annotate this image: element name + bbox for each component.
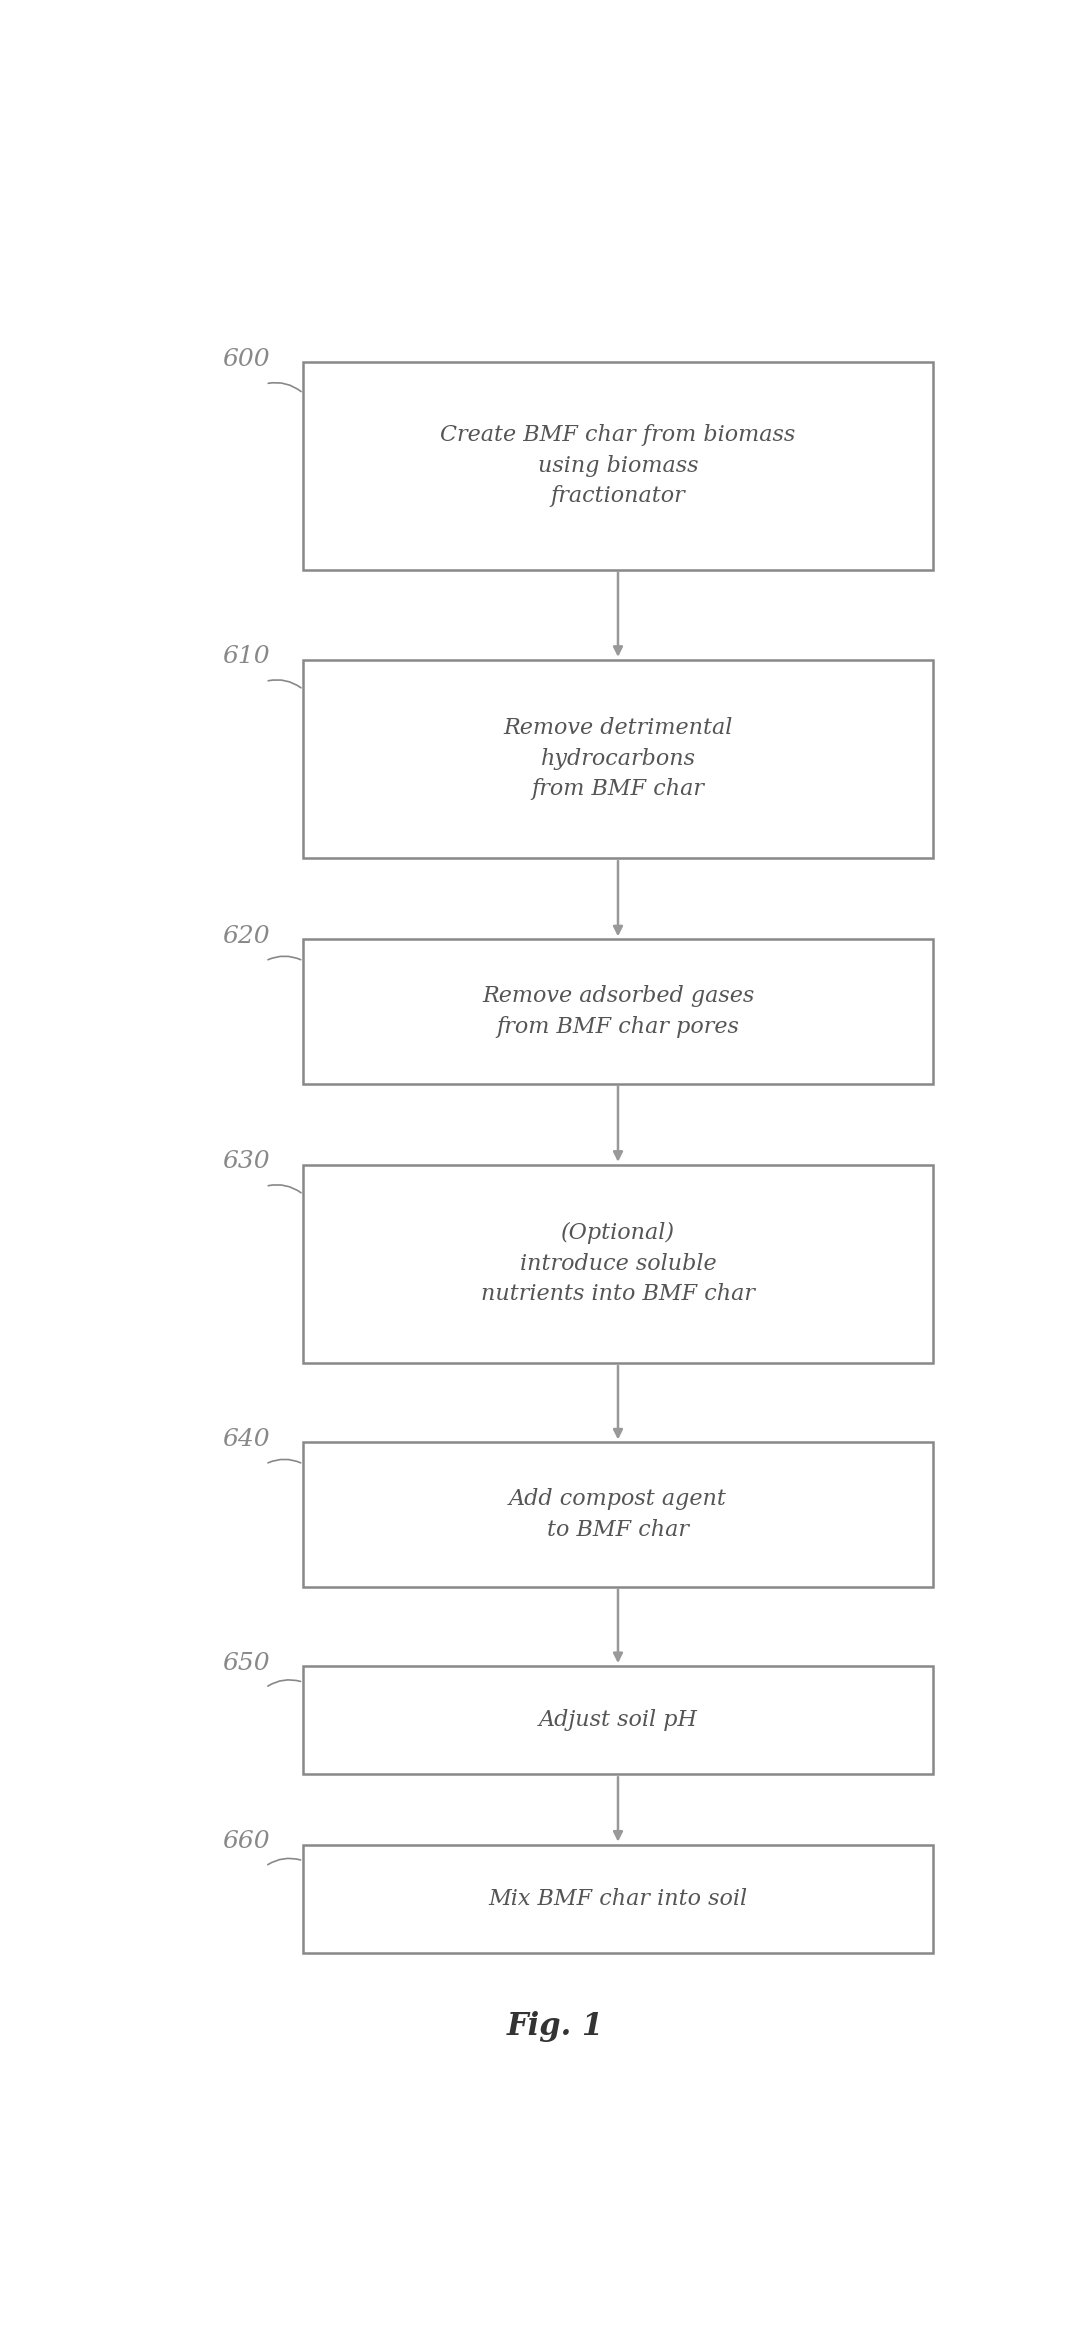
Text: 660: 660: [222, 1829, 270, 1853]
Text: Add compost agent
to BMF char: Add compost agent to BMF char: [509, 1487, 727, 1541]
Text: Adjust soil pH: Adjust soil pH: [538, 1710, 697, 1731]
Text: 630: 630: [222, 1150, 270, 1173]
Bar: [303, 363, 932, 569]
Bar: [303, 1164, 932, 1363]
Text: Create BMF char from biomass
using biomass
fractionator: Create BMF char from biomass using bioma…: [441, 424, 796, 508]
Text: 600: 600: [222, 347, 270, 370]
Bar: [303, 1443, 932, 1586]
Text: Remove adsorbed gases
from BMF char pores: Remove adsorbed gases from BMF char pore…: [482, 986, 754, 1038]
FancyArrowPatch shape: [269, 382, 301, 391]
FancyArrowPatch shape: [269, 679, 301, 689]
Text: 650: 650: [222, 1651, 270, 1675]
Text: Remove detrimental
hydrocarbons
from BMF char: Remove detrimental hydrocarbons from BMF…: [504, 717, 733, 801]
Bar: [303, 660, 932, 857]
Text: 610: 610: [222, 646, 270, 667]
FancyArrowPatch shape: [269, 1185, 301, 1192]
Text: 620: 620: [222, 925, 270, 949]
FancyArrowPatch shape: [268, 1857, 301, 1864]
FancyArrowPatch shape: [268, 1679, 301, 1686]
Text: Fig. 1: Fig. 1: [507, 2012, 603, 2042]
Text: Mix BMF char into soil: Mix BMF char into soil: [488, 1888, 747, 1909]
Bar: [303, 1845, 932, 1953]
FancyArrowPatch shape: [268, 1459, 301, 1464]
Text: 640: 640: [222, 1429, 270, 1452]
Text: (Optional)
introduce soluble
nutrients into BMF char: (Optional) introduce soluble nutrients i…: [481, 1223, 755, 1304]
FancyArrowPatch shape: [268, 956, 301, 960]
Bar: [303, 1665, 932, 1775]
Bar: [303, 939, 932, 1084]
